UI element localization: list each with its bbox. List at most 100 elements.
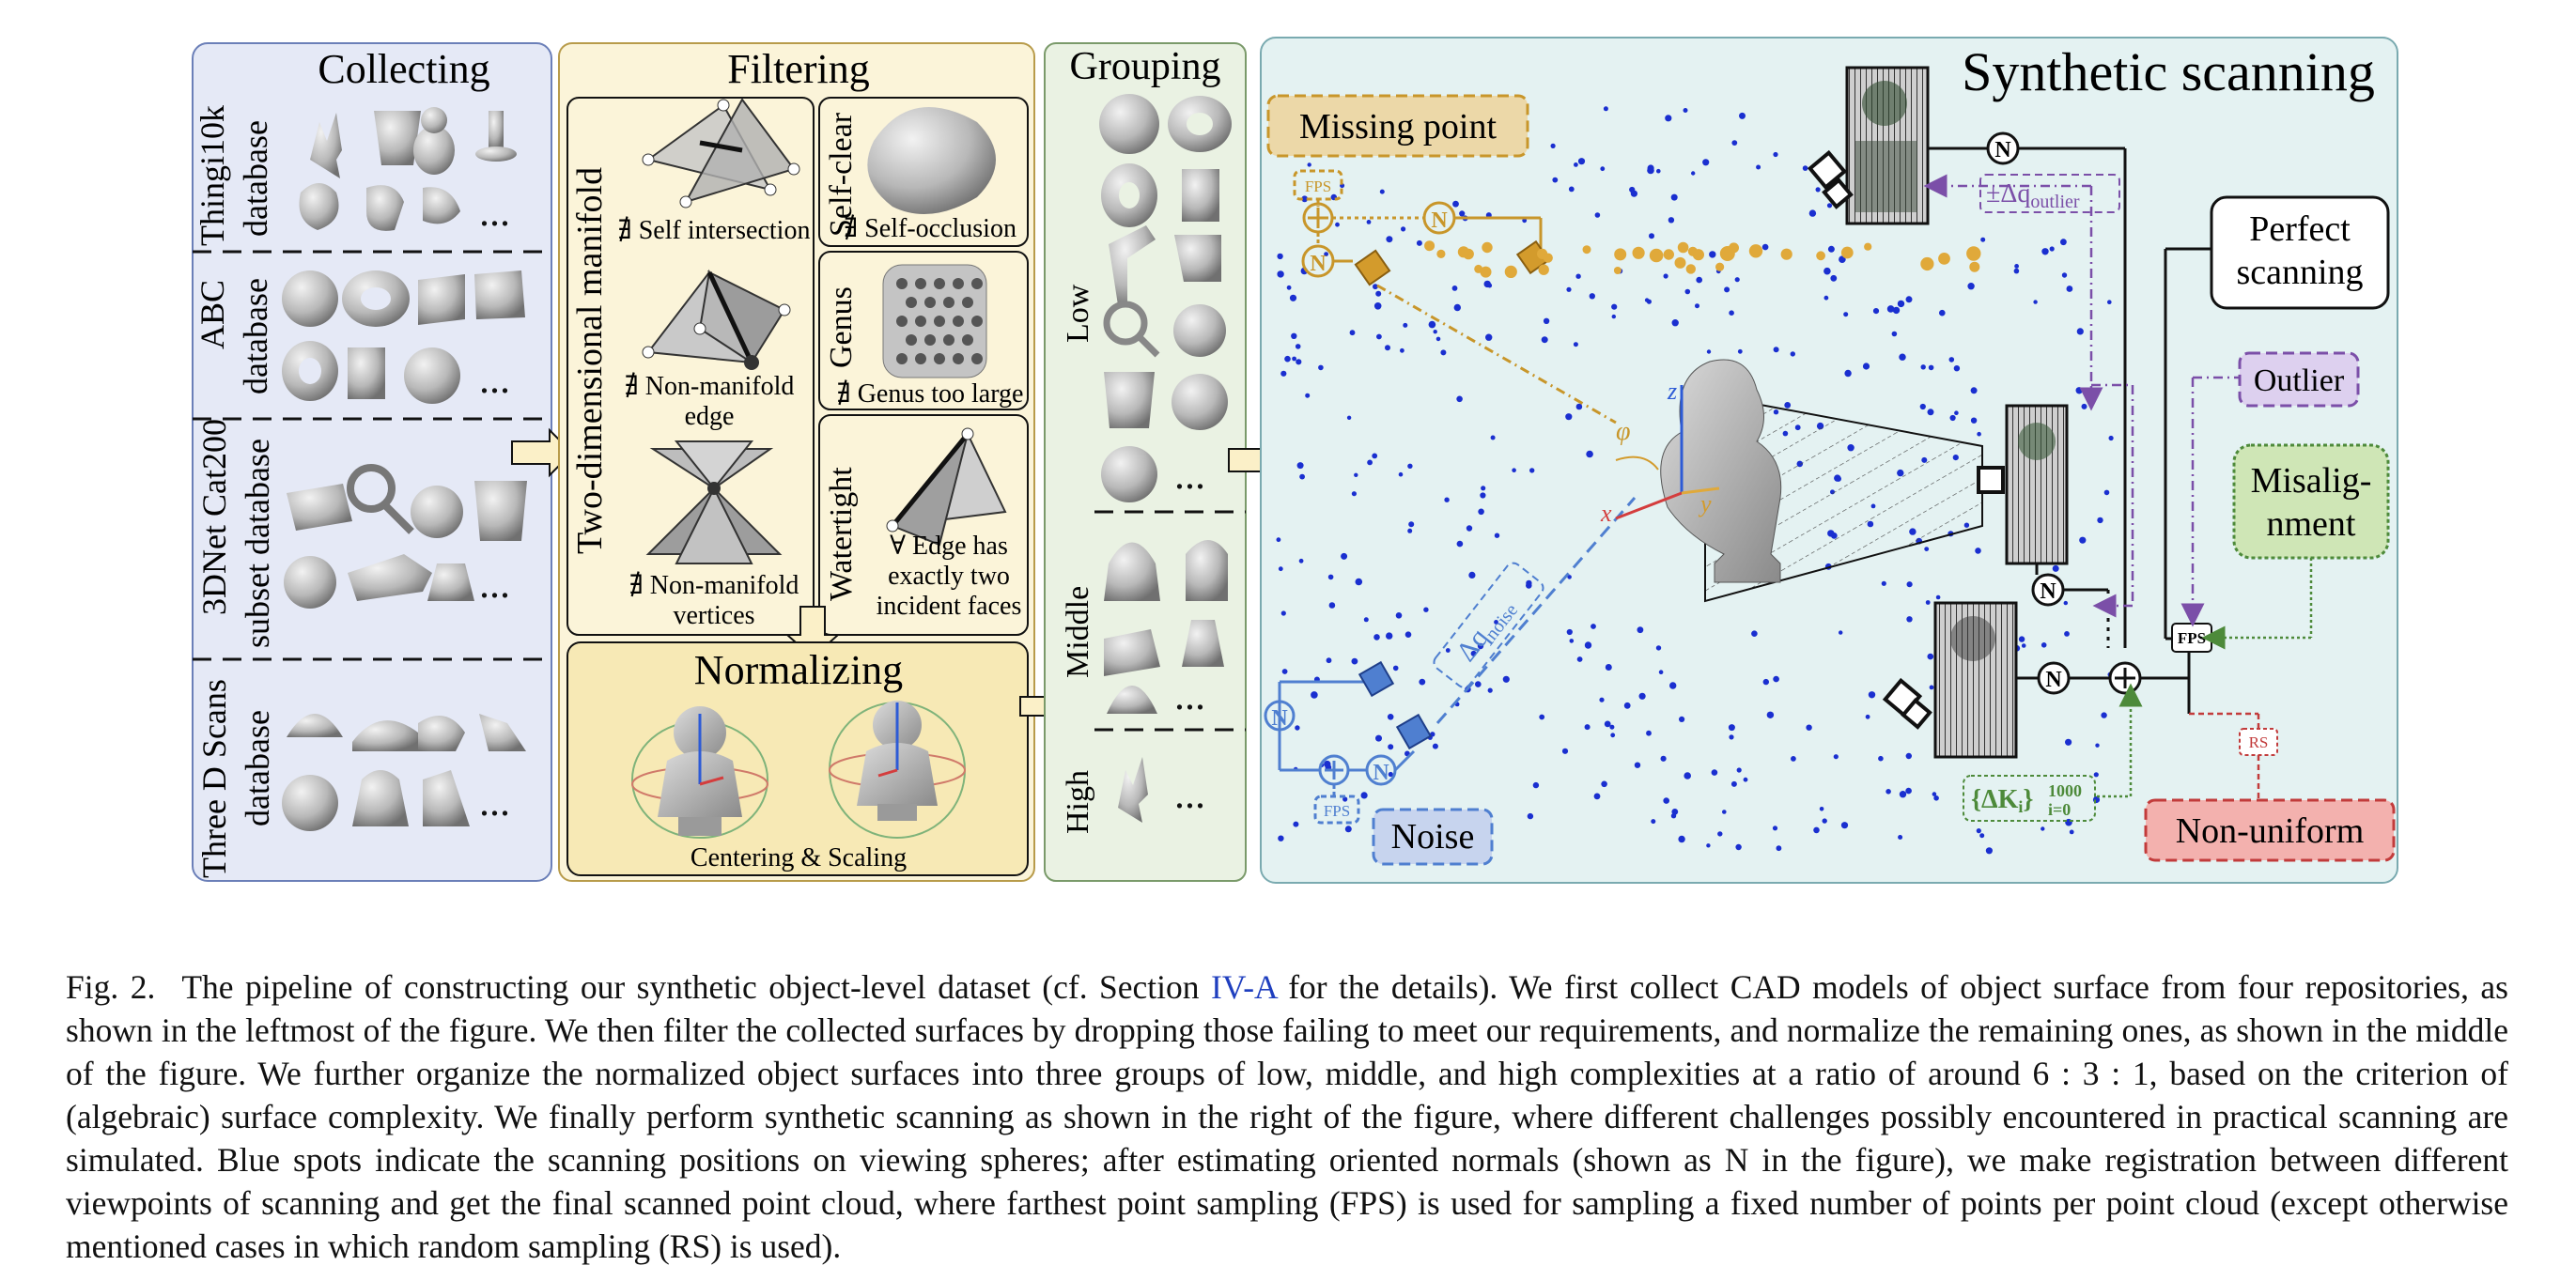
abc-thumbnails: ... — [282, 270, 525, 404]
genus-label: Genus — [824, 286, 859, 368]
viewpoint-dot — [1671, 319, 1679, 327]
collecting-panel: Collecting Thingi10k database ABC databa… — [192, 42, 552, 882]
viewpoint-dot — [1980, 237, 1986, 242]
missing-point-dot — [1938, 253, 1950, 265]
viewpoint-dot — [1373, 634, 1380, 640]
viewpoint-dot — [1567, 575, 1572, 579]
viewpoint-dot — [1985, 847, 1993, 855]
viewpoint-dot — [1584, 724, 1591, 731]
viewpoint-dot — [1445, 648, 1451, 653]
viewpoint-dot — [1459, 210, 1466, 217]
viewpoint-dot — [1477, 642, 1484, 650]
viewpoint-dot — [1478, 508, 1484, 516]
viewpoint-dot — [1823, 295, 1829, 301]
viewpoint-dot — [2041, 642, 2047, 648]
genus-shape — [882, 264, 987, 378]
grouping-title: Grouping — [1070, 45, 1221, 88]
missing-point-dot — [1543, 253, 1553, 263]
viewpoint-dot — [1939, 309, 1946, 316]
viewpoint-dot — [2063, 600, 2068, 606]
viewpoint-dot — [1575, 273, 1581, 279]
axis-x-label: x — [1600, 500, 1612, 527]
db-label-thingi10k-a: Thingi10k — [194, 105, 231, 246]
viewpoint-dot — [1878, 755, 1884, 762]
misalignment-1: Misalig- — [2251, 461, 2372, 501]
delta-k-range-bottom: i=0 — [2048, 800, 2071, 819]
nonmanifold-edge-text-1: ∄ Non-manifold — [625, 372, 795, 401]
viewpoint-dot — [1730, 780, 1737, 787]
viewpoint-dot — [1354, 472, 1358, 477]
viewpoint-dot — [1342, 796, 1348, 802]
viewpoint-dot — [1416, 239, 1422, 246]
noise-n2: N — [1373, 761, 1389, 785]
viewpoint-dot — [1739, 112, 1746, 119]
viewpoint-dot — [1341, 552, 1348, 560]
nonuniform-label: Non-uniform — [2176, 811, 2365, 851]
viewpoint-dot — [1637, 626, 1644, 634]
viewpoint-dot — [1897, 300, 1905, 308]
fps-merge-box: FPS — [2171, 623, 2212, 653]
viewpoint-dot — [1935, 594, 1941, 600]
viewpoint-dot — [1298, 558, 1304, 563]
viewpoint-dot — [1906, 616, 1913, 623]
viewpoint-dot — [1979, 833, 1985, 839]
delta-q-outlier-sub: outlier — [2030, 192, 2080, 212]
viewpoint-dot — [2103, 489, 2110, 496]
missing-point-dot — [1614, 248, 1627, 261]
viewpoint-dot — [1605, 664, 1612, 671]
viewpoint-dot — [1728, 724, 1735, 732]
viewpoint-dot — [1722, 810, 1727, 814]
section-reference-link[interactable]: IV-A — [1211, 967, 1277, 1006]
missing-point-dot — [1780, 248, 1792, 260]
viewpoint-dot — [1291, 332, 1297, 339]
missing-point-dot — [1436, 249, 1446, 258]
viewpoint-dot — [1949, 414, 1956, 422]
group-high-label: High — [1061, 770, 1095, 834]
viewpoint-dot — [1766, 711, 1775, 718]
viewpoint-dot — [1295, 725, 1300, 731]
collecting-title: Collecting — [318, 46, 489, 92]
viewpoint-dot — [1706, 843, 1711, 848]
viewpoint-dot — [1512, 468, 1516, 473]
scan-view-top — [1845, 66, 1930, 225]
viewpoint-dot — [1933, 795, 1939, 801]
viewpoint-dot — [1550, 143, 1556, 148]
viewpoint-dot — [1344, 826, 1352, 833]
viewpoint-dot — [1407, 528, 1413, 533]
viewpoint-dot — [1487, 283, 1493, 288]
viewpoint-dot — [1638, 692, 1646, 700]
viewpoint-dot — [1840, 822, 1849, 829]
viewpoint-dot — [1481, 486, 1486, 491]
viewpoint-dot — [1574, 162, 1578, 167]
db-label-thingi10k-b: database — [237, 120, 274, 237]
viewpoint-dot — [2014, 264, 2020, 269]
viewpoint-dot — [1729, 734, 1734, 740]
missing-n1: N — [1431, 208, 1448, 233]
synthetic-scanning-panel: Synthetic scanning Missing point FPS N N — [1260, 37, 2398, 884]
viewpoint-dot — [1299, 473, 1305, 480]
viewpoint-dot — [2041, 826, 2045, 831]
viewpoint-dot — [1327, 574, 1334, 580]
viewpoint-dot — [1970, 387, 1978, 394]
noise-fps-label: FPS — [1324, 802, 1350, 820]
viewpoint-dot — [1594, 212, 1601, 218]
bust-after — [829, 701, 966, 839]
viewpoint-dot — [2061, 272, 2068, 278]
noise-box: Noise — [1372, 808, 1494, 866]
viewpoint-dot — [1822, 818, 1827, 824]
viewpoint-dot — [1731, 140, 1738, 147]
misalignment-2: nment — [2267, 504, 2356, 544]
viewpoint-dot — [1649, 233, 1654, 239]
nonuniform-flow — [2189, 712, 2260, 800]
viewpoint-dot — [1839, 630, 1843, 635]
viewpoint-dot — [1593, 793, 1601, 800]
viewpoint-dot — [1295, 344, 1301, 349]
viewpoint-dot — [2075, 387, 2083, 394]
viewpoint-dot — [1684, 772, 1691, 779]
viewpoint-dot — [2108, 435, 2114, 441]
missing-point-dot — [1715, 262, 1725, 271]
viewpoint-dot — [1773, 151, 1778, 158]
nonmanifold-edge-diagram — [642, 269, 791, 370]
viewpoint-dot — [1386, 632, 1393, 640]
viewpoint-dot — [1276, 537, 1281, 543]
